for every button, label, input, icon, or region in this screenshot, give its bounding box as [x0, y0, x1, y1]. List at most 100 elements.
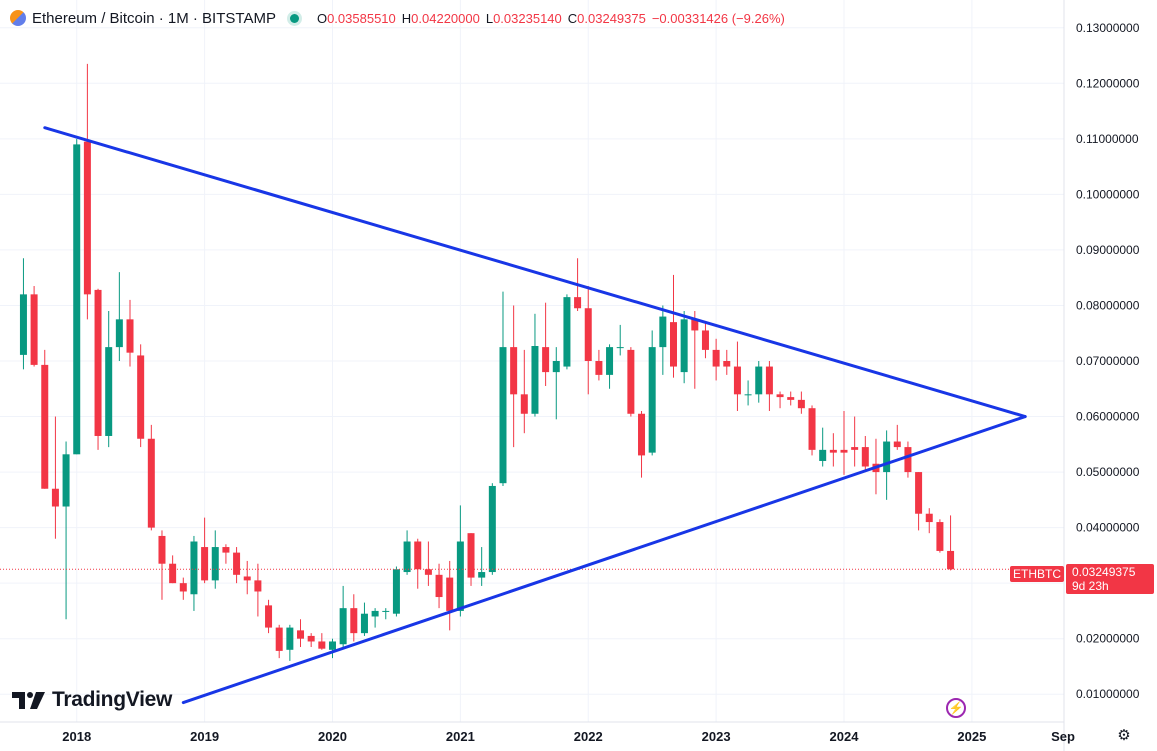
candle[interactable]: [147, 424, 155, 531]
trendline-upper[interactable]: [43, 126, 1027, 419]
candle[interactable]: [318, 633, 326, 650]
candle[interactable]: [915, 472, 923, 531]
candle[interactable]: [488, 483, 496, 575]
trendlines[interactable]: [43, 126, 1027, 705]
candle[interactable]: [30, 286, 38, 367]
candle-body: [392, 569, 400, 614]
trendline-lower[interactable]: [181, 415, 1027, 705]
candle[interactable]: [787, 391, 795, 406]
candle[interactable]: [723, 349, 731, 375]
candle[interactable]: [595, 349, 603, 381]
candle[interactable]: [254, 563, 262, 617]
candle[interactable]: [297, 619, 305, 648]
candle[interactable]: [19, 258, 27, 370]
candle[interactable]: [808, 405, 816, 456]
candle[interactable]: [414, 538, 422, 589]
candle[interactable]: [190, 535, 198, 611]
tradingview-logo[interactable]: TradingView: [12, 688, 172, 712]
candle[interactable]: [286, 624, 294, 661]
candle[interactable]: [563, 294, 571, 370]
candle[interactable]: [701, 322, 709, 359]
candle[interactable]: [829, 433, 837, 467]
candle[interactable]: [478, 547, 486, 586]
candle[interactable]: [83, 63, 91, 320]
candle[interactable]: [73, 138, 81, 455]
candle[interactable]: [51, 416, 59, 539]
candle[interactable]: [680, 311, 688, 384]
candle[interactable]: [201, 517, 209, 584]
candle[interactable]: [627, 347, 635, 417]
candle[interactable]: [446, 560, 454, 631]
candle[interactable]: [360, 602, 368, 636]
candle[interactable]: [158, 530, 166, 600]
market-open-dot-icon[interactable]: [289, 13, 299, 23]
candle[interactable]: [94, 288, 102, 450]
candle[interactable]: [510, 305, 518, 448]
candle[interactable]: [222, 544, 230, 564]
candle[interactable]: [169, 555, 177, 584]
candle[interactable]: [776, 391, 784, 409]
time-tick-label: 2021: [446, 729, 475, 744]
candle[interactable]: [499, 291, 507, 486]
candle[interactable]: [382, 608, 390, 620]
candle[interactable]: [765, 361, 773, 411]
candle[interactable]: [659, 305, 667, 375]
candle[interactable]: [669, 274, 677, 378]
lightning-bolt-icon[interactable]: ⚡: [946, 698, 966, 718]
candle[interactable]: [861, 435, 869, 473]
candle[interactable]: [552, 347, 560, 420]
candle[interactable]: [638, 410, 646, 478]
symbol-title[interactable]: Ethereum / Bitcoin · 1M · BITSTAMP: [32, 9, 276, 27]
candle[interactable]: [403, 530, 411, 575]
candle[interactable]: [105, 311, 113, 448]
candle[interactable]: [584, 286, 592, 395]
candle[interactable]: [840, 410, 848, 475]
candle[interactable]: [339, 585, 347, 648]
candle[interactable]: [797, 391, 805, 414]
candle[interactable]: [328, 638, 336, 659]
candle[interactable]: [531, 313, 539, 417]
candle[interactable]: [744, 380, 752, 406]
candle[interactable]: [467, 533, 475, 586]
candle-body: [371, 610, 379, 617]
candle[interactable]: [435, 563, 443, 609]
candle-body: [691, 319, 699, 331]
candle[interactable]: [350, 594, 358, 642]
candle[interactable]: [424, 541, 432, 586]
candle[interactable]: [606, 344, 614, 389]
price-axis[interactable]: 0.010000000.020000000.030000000.04000000…: [1076, 21, 1140, 701]
candle[interactable]: [755, 361, 763, 403]
candle[interactable]: [925, 508, 933, 534]
time-axis[interactable]: 2018 2019 2020 2021 2022 2023 2024 2025 Sep: [62, 729, 1075, 744]
gear-icon[interactable]: ⚙: [1117, 727, 1131, 744]
candle[interactable]: [893, 424, 901, 450]
candle[interactable]: [307, 633, 315, 648]
candle[interactable]: [392, 566, 400, 617]
candle[interactable]: [819, 427, 827, 467]
candle[interactable]: [520, 349, 528, 434]
candle[interactable]: [211, 530, 219, 589]
candle[interactable]: [542, 302, 550, 386]
candle[interactable]: [233, 547, 241, 584]
candle[interactable]: [265, 599, 273, 634]
candle[interactable]: [851, 416, 859, 467]
candle[interactable]: [904, 441, 912, 478]
candle[interactable]: [126, 299, 134, 367]
candle[interactable]: [41, 349, 49, 489]
candle[interactable]: [371, 608, 379, 628]
candle[interactable]: [947, 515, 955, 571]
candle[interactable]: [275, 624, 283, 659]
candle[interactable]: [62, 441, 70, 620]
candle[interactable]: [936, 519, 944, 553]
candle[interactable]: [712, 338, 720, 381]
candle[interactable]: [616, 324, 624, 356]
candle[interactable]: [115, 272, 123, 361]
candle[interactable]: [691, 311, 699, 389]
candle[interactable]: [648, 330, 656, 456]
candle[interactable]: [733, 341, 741, 411]
candle[interactable]: [243, 560, 251, 595]
candle[interactable]: [137, 344, 145, 448]
candle[interactable]: [179, 577, 187, 600]
candle[interactable]: [456, 505, 464, 617]
